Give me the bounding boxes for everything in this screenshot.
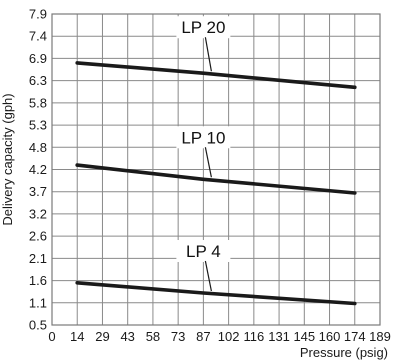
x-axis-label: Pressure (psig) (300, 345, 388, 360)
series-label-background (176, 240, 231, 263)
x-tick-label: 131 (268, 329, 290, 344)
x-tick-label: 174 (344, 329, 366, 344)
y-tick-label: 0.5 (29, 318, 47, 333)
y-tick-label: 3.2 (29, 206, 47, 221)
x-tick-label: 58 (146, 329, 160, 344)
series-line-lp-10 (75, 163, 357, 195)
x-tick-label: 0 (48, 329, 55, 344)
y-axis-label: Delivery capacity (gph) (0, 93, 15, 225)
y-tick-label: 6.9 (29, 51, 47, 66)
x-tick-label: 160 (319, 329, 341, 344)
y-tick-label: 7.9 (29, 7, 47, 22)
x-tick-label: 145 (293, 329, 315, 344)
y-tick-label: 1.6 (29, 273, 47, 288)
series-label-leader (204, 37, 212, 72)
x-tick-label: 102 (218, 329, 240, 344)
series-line-lp-4 (75, 280, 357, 306)
x-tick-label: 116 (243, 329, 264, 344)
x-tick-label: 14 (70, 329, 84, 344)
series-label-background (176, 126, 231, 149)
series-label-background (176, 16, 231, 39)
y-tick-label: 1.1 (29, 295, 47, 310)
series-label-leader (204, 260, 212, 292)
y-tick-label: 3.7 (29, 184, 47, 199)
x-tick-label: 189 (369, 329, 391, 344)
series-label: LP 20 (181, 18, 225, 37)
y-tick-label: 2.1 (29, 251, 47, 266)
x-tick-labels: 0 14 29 43 58 73 87 102 116 131 145 160 174 189 (48, 329, 390, 344)
y-tick-label: 2.6 (29, 229, 47, 244)
y-tick-label: 5.3 (29, 118, 47, 133)
y-tick-label: 5.8 (29, 95, 47, 110)
x-tick-label: 87 (196, 329, 210, 344)
x-tick-label: 29 (95, 329, 109, 344)
series-line-lp-20 (75, 61, 357, 90)
y-tick-labels: 0.5 1.1 1.6 2.1 2.6 3.2 3.7 4.2 4.8 5.3 5.8 6.3 6.9 7… (29, 7, 47, 333)
y-tick-label: 6.3 (29, 73, 47, 88)
y-tick-label: 4.2 (29, 162, 47, 177)
series-label-leader (204, 147, 212, 178)
plot-frame (51, 13, 381, 326)
y-tick-label: 7.4 (29, 29, 47, 44)
series-label: LP 10 (181, 128, 225, 147)
series-label: LP 4 (186, 242, 221, 261)
series-labels: LP 20 LP 10 LP 4 (176, 16, 231, 292)
y-tick-label: 4.8 (29, 140, 47, 155)
x-tick-label: 73 (171, 329, 185, 344)
series-lines (75, 61, 357, 306)
x-tick-label: 43 (120, 329, 134, 344)
